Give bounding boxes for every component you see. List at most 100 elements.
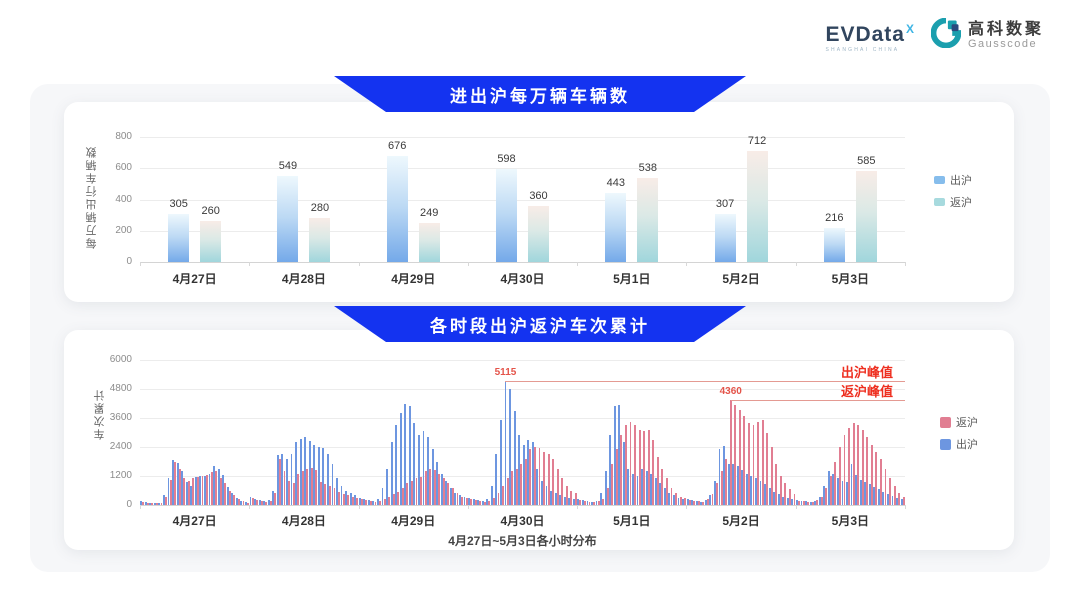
hour-bar-出沪[interactable] — [463, 496, 466, 505]
hour-bar-返沪[interactable] — [802, 501, 805, 505]
hour-bar-返沪[interactable] — [816, 500, 819, 505]
hour-bar-出沪[interactable] — [682, 498, 685, 505]
hour-bar-出沪[interactable] — [540, 480, 543, 505]
hour-bar-返沪[interactable] — [661, 468, 664, 505]
hour-bar-出沪[interactable] — [663, 488, 666, 505]
hour-bar-出沪[interactable] — [285, 459, 288, 505]
hour-bar-返沪[interactable] — [219, 478, 222, 505]
hour-bar-出沪[interactable] — [836, 478, 839, 505]
hour-bar-出沪[interactable] — [581, 500, 584, 505]
hour-bar-返沪[interactable] — [392, 494, 395, 505]
hour-bar-出沪[interactable] — [331, 463, 334, 505]
hour-bar-出沪[interactable] — [504, 381, 507, 505]
hour-bar-返沪[interactable] — [247, 502, 249, 505]
hour-bar-出沪[interactable] — [422, 431, 425, 505]
hour-bar-出沪[interactable] — [454, 492, 457, 505]
hour-bar-返沪[interactable] — [675, 492, 677, 505]
hour-bar-出沪[interactable] — [727, 463, 730, 505]
hour-bar-出沪[interactable] — [427, 437, 430, 505]
hour-bar-出沪[interactable] — [436, 461, 439, 505]
hour-bar-出沪[interactable] — [481, 500, 484, 505]
hour-bar-返沪[interactable] — [420, 477, 422, 505]
hour-bar-返沪[interactable] — [634, 425, 637, 505]
hour-bar-出沪[interactable] — [859, 479, 862, 505]
hour-bar-返沪[interactable] — [228, 490, 231, 505]
hour-bar-返沪[interactable] — [406, 483, 409, 505]
hour-bar-出沪[interactable] — [732, 463, 735, 505]
hour-bar-出沪[interactable] — [586, 501, 589, 505]
hour-bar-返沪[interactable] — [538, 448, 541, 505]
hour-bar-出沪[interactable] — [244, 502, 247, 505]
hour-bar-返沪[interactable] — [734, 404, 737, 505]
hour-bar-返沪[interactable] — [561, 478, 564, 505]
hour-bar-出沪[interactable] — [536, 468, 539, 505]
hour-bar-出沪[interactable] — [431, 449, 434, 505]
hour-bar-返沪[interactable] — [315, 469, 318, 505]
hour-bar-出沪[interactable] — [445, 480, 448, 505]
hour-bar-返沪[interactable] — [875, 451, 878, 505]
hour-bar-返沪[interactable] — [670, 488, 673, 505]
hour-bar-返沪[interactable] — [338, 491, 341, 505]
hour-bar-返沪[interactable] — [807, 501, 810, 505]
hour-bar-出沪[interactable] — [632, 473, 634, 505]
hour-bar-返沪[interactable] — [356, 497, 359, 505]
hour-bar-返沪[interactable] — [825, 488, 828, 505]
hour-bar-出沪[interactable] — [208, 473, 211, 505]
hour-bar-返沪[interactable] — [329, 485, 331, 505]
hour-bar-出沪[interactable] — [499, 420, 502, 505]
hour-bar-出沪[interactable] — [263, 501, 266, 505]
hour-bar-出沪[interactable] — [176, 462, 179, 505]
hour-bar-返沪[interactable] — [474, 500, 477, 505]
hour-bar-返沪[interactable] — [829, 476, 832, 505]
hour-bar-出沪[interactable] — [322, 448, 325, 505]
hour-bar-返沪[interactable] — [156, 503, 158, 505]
hour-bar-返沪[interactable] — [210, 472, 213, 505]
hour-bar-出沪[interactable] — [472, 498, 475, 505]
hour-bar-返沪[interactable] — [870, 444, 873, 505]
hour-bar-返沪[interactable] — [524, 459, 527, 505]
hour-bar-返沪[interactable] — [196, 477, 199, 505]
hour-bar-出沪[interactable] — [258, 500, 261, 505]
hour-bar-返沪[interactable] — [415, 478, 418, 505]
hour-bar-返沪[interactable] — [798, 500, 800, 505]
bar-出沪-4月27日[interactable] — [168, 214, 190, 262]
hour-bar-出沪[interactable] — [550, 490, 552, 505]
hour-bar-出沪[interactable] — [604, 471, 607, 505]
hour-bar-返沪[interactable] — [652, 439, 655, 505]
hour-bar-返沪[interactable] — [788, 489, 791, 505]
hour-bar-出沪[interactable] — [777, 494, 780, 505]
hour-bar-返沪[interactable] — [857, 425, 860, 505]
hour-bar-返沪[interactable] — [424, 471, 427, 505]
hour-bar-出沪[interactable] — [795, 500, 798, 505]
hour-bar-返沪[interactable] — [292, 483, 295, 505]
bar-出沪-5月3日[interactable] — [823, 228, 845, 262]
legend-item-出沪[interactable]: 出沪 — [940, 436, 978, 452]
hour-bar-出沪[interactable] — [668, 492, 671, 505]
hour-bar-出沪[interactable] — [231, 492, 234, 505]
hour-bar-出沪[interactable] — [490, 485, 493, 505]
hour-bar-出沪[interactable] — [595, 500, 598, 505]
hour-bar-返沪[interactable] — [793, 494, 796, 505]
hour-bar-出沪[interactable] — [140, 501, 143, 505]
hour-bar-返沪[interactable] — [688, 500, 691, 505]
hour-bar-返沪[interactable] — [620, 434, 623, 505]
hour-bar-返沪[interactable] — [169, 479, 172, 505]
hour-bar-返沪[interactable] — [752, 425, 755, 505]
hour-bar-返沪[interactable] — [511, 471, 514, 505]
hour-bar-出沪[interactable] — [600, 492, 603, 505]
hour-bar-出沪[interactable] — [340, 485, 343, 505]
legend-item-返沪[interactable]: 返沪 — [940, 414, 978, 430]
hour-bar-出沪[interactable] — [759, 480, 762, 505]
hour-bar-返沪[interactable] — [615, 449, 618, 505]
hour-bar-返沪[interactable] — [206, 474, 208, 505]
hour-bar-返沪[interactable] — [401, 488, 404, 505]
hour-bar-出沪[interactable] — [317, 447, 320, 505]
hour-bar-出沪[interactable] — [518, 434, 521, 505]
hour-bar-出沪[interactable] — [673, 495, 675, 505]
hour-bar-返沪[interactable] — [779, 476, 782, 505]
hour-bar-返沪[interactable] — [720, 471, 723, 505]
hour-bar-出沪[interactable] — [163, 495, 165, 505]
hour-bar-出沪[interactable] — [308, 440, 311, 505]
hour-bar-出沪[interactable] — [636, 476, 639, 505]
bar-返沪-5月3日[interactable] — [855, 170, 877, 262]
